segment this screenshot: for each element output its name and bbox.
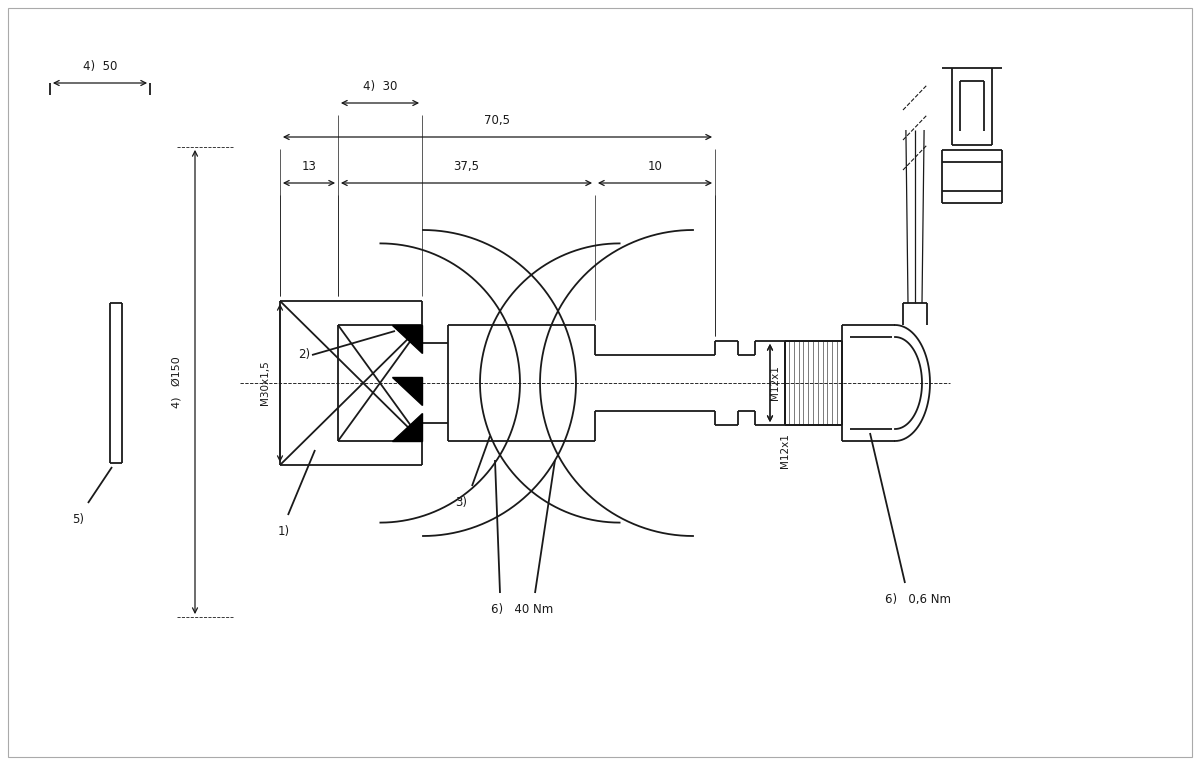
Text: 2): 2) [298, 348, 310, 361]
Text: 6)   0,6 Nm: 6) 0,6 Nm [884, 593, 950, 606]
Text: 4)  30: 4) 30 [362, 80, 397, 93]
Text: 13: 13 [301, 160, 317, 173]
Text: M30x1,5: M30x1,5 [260, 360, 270, 405]
Text: 6)   40 Nm: 6) 40 Nm [491, 603, 553, 616]
Polygon shape [392, 377, 422, 405]
Polygon shape [392, 413, 422, 441]
Text: M12x1: M12x1 [770, 366, 780, 400]
Text: 70,5: 70,5 [485, 114, 510, 127]
Text: 1): 1) [278, 525, 290, 538]
Text: 10: 10 [648, 160, 662, 173]
Text: M12x1: M12x1 [780, 433, 790, 468]
Text: 3): 3) [455, 496, 467, 509]
Text: 5): 5) [72, 513, 84, 526]
Text: 4)  50: 4) 50 [83, 60, 118, 73]
Polygon shape [392, 325, 422, 353]
Text: 4)   Ø150: 4) Ø150 [172, 356, 181, 408]
Text: 37,5: 37,5 [454, 160, 480, 173]
